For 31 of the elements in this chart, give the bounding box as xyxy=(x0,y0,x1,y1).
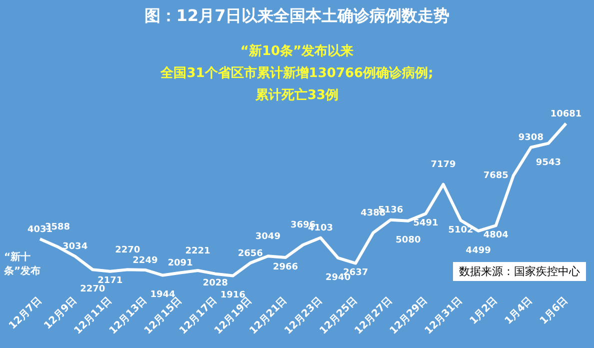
data-label: 2171 xyxy=(98,276,123,286)
annotation: 数据来源：国家疾控中心 xyxy=(453,262,586,281)
text: “新10条”发布以来 xyxy=(239,42,355,60)
data-label: 4804 xyxy=(483,230,508,240)
annotation: “新十条”发布 xyxy=(4,250,42,278)
x-tick-label: 1月2日 xyxy=(468,295,500,327)
data-label: 2270 xyxy=(115,245,140,256)
x-tick-label: 1月6日 xyxy=(538,295,570,327)
data-label: 10681 xyxy=(550,109,582,120)
data-label: 4499 xyxy=(466,246,491,256)
text: 全国31个省区市累计新增130766例确诊病例; xyxy=(160,64,434,82)
x-tick-label: 1月4日 xyxy=(503,295,535,327)
data-label: 2091 xyxy=(168,258,193,269)
data-label: 7179 xyxy=(430,160,456,170)
data-label: 9543 xyxy=(536,158,561,168)
data-label: 2270 xyxy=(80,284,106,294)
data-label: 3034 xyxy=(62,242,88,252)
data-label: 5080 xyxy=(396,236,421,246)
data-label: 2028 xyxy=(202,278,228,289)
data-label: 2656 xyxy=(238,248,263,259)
data-label: 9308 xyxy=(518,133,544,144)
data-label: 2249 xyxy=(132,256,158,266)
data-label: 5491 xyxy=(413,218,438,229)
data-label: 2966 xyxy=(272,262,298,272)
text: 累计死亡33例 xyxy=(254,86,340,104)
x-tick-label: 12月7日 xyxy=(7,295,44,332)
data-label: 7685 xyxy=(483,170,508,181)
data-label: 2940 xyxy=(326,272,351,283)
chart-title: 图：12月7日以来全国本土确诊病例数走势 xyxy=(143,6,451,27)
data-label: 3049 xyxy=(255,232,280,242)
data-label: 2221 xyxy=(185,246,210,256)
